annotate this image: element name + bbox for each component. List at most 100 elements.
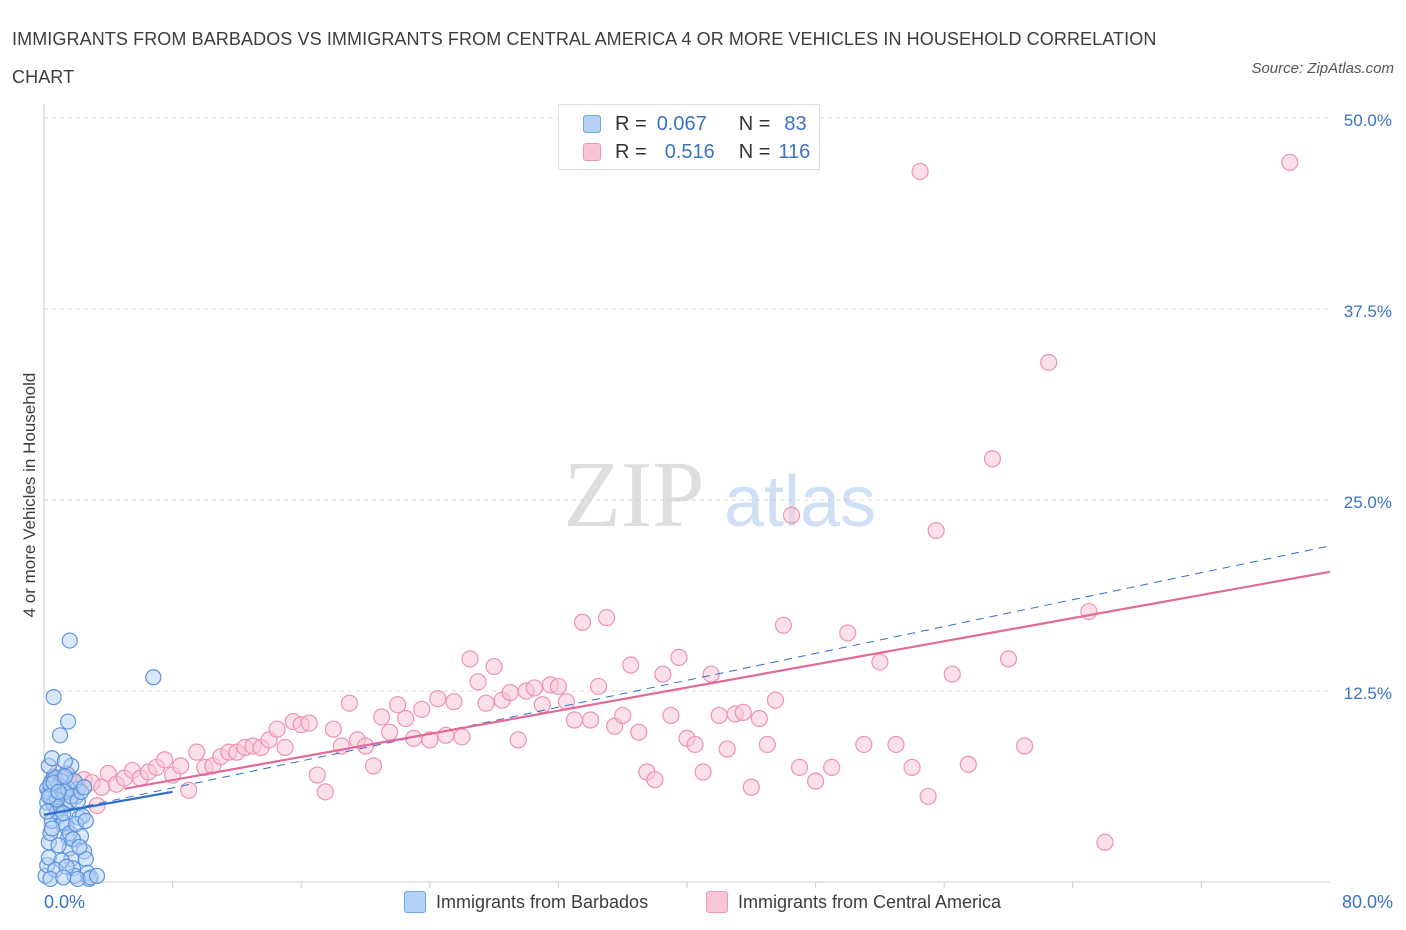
central-america-point xyxy=(485,657,503,676)
central-america-point xyxy=(429,690,447,708)
central-america-point xyxy=(855,735,873,754)
central-america-point xyxy=(413,700,431,718)
central-america-point xyxy=(614,706,632,725)
central-america-point xyxy=(646,771,664,789)
legend-barbados-label: Immigrants from Barbados xyxy=(436,891,649,912)
central-america-point xyxy=(300,714,318,732)
central-america-point xyxy=(823,758,841,777)
central-america-point xyxy=(340,694,359,712)
central-america-point xyxy=(919,787,937,806)
y-tick-label: 12.5% xyxy=(1344,684,1392,703)
central-america-point xyxy=(943,665,961,683)
central-america-point xyxy=(316,783,334,801)
tick-labels: 12.5% 25.0% 37.5% 50.0% 0.0% 80.0% xyxy=(44,111,1393,912)
central-america-point xyxy=(324,720,342,738)
central-america-point xyxy=(742,778,760,796)
y-tick-label: 37.5% xyxy=(1344,302,1392,321)
barbados-point xyxy=(55,869,72,886)
central-america-point xyxy=(630,723,648,741)
barbados-point xyxy=(39,803,56,820)
r-label: R = xyxy=(615,140,647,163)
barbados-point xyxy=(60,713,77,730)
central-america-point xyxy=(364,757,383,775)
central-america-point xyxy=(839,624,857,642)
central-america-point xyxy=(662,706,680,725)
r-value: 0.067 xyxy=(656,112,707,135)
central-america-point xyxy=(155,751,174,769)
r-label: R = xyxy=(615,112,647,135)
central-america-point xyxy=(308,766,326,784)
central-america-point xyxy=(180,781,198,799)
central-america-point xyxy=(871,653,889,671)
barbados-point xyxy=(45,689,62,706)
central-america-point xyxy=(276,738,294,757)
barbados-point xyxy=(77,812,94,829)
barbados-point xyxy=(56,768,73,785)
central-america-point xyxy=(525,679,543,697)
source-label: Source: ZipAtlas.com xyxy=(1251,60,1394,77)
central-america-point xyxy=(1281,153,1299,171)
central-america-trend-line xyxy=(124,570,1331,790)
central-america-point xyxy=(1040,353,1058,372)
central-america-point xyxy=(750,709,768,728)
barbados-point xyxy=(50,783,67,800)
central-america-point xyxy=(999,650,1018,668)
barbados-trend-line xyxy=(43,790,173,816)
barbados-point xyxy=(76,779,93,796)
x-tick-label: 80.0% xyxy=(1342,892,1393,912)
x-tick-label: 0.0% xyxy=(44,892,85,912)
stats-row-central-america: R = 0.516 N = 116 xyxy=(583,138,810,166)
central-america-point xyxy=(469,673,487,691)
y-tick-label: 25.0% xyxy=(1344,493,1392,512)
y-tick-label: 50.0% xyxy=(1344,111,1392,130)
watermark-atlas: atlas xyxy=(724,462,876,542)
stats-box: R = 0.067 N = 83 R = 0.516 N = 116 xyxy=(558,104,820,170)
legend-item-barbados[interactable]: Immigrants from Barbados xyxy=(404,890,648,914)
central-america-point xyxy=(774,616,793,634)
barbados-point xyxy=(71,838,88,855)
barbados-point xyxy=(61,632,78,649)
central-america-point xyxy=(477,694,495,712)
central-america-point xyxy=(670,648,688,666)
r-value: 0.516 xyxy=(664,140,715,163)
barbados-point xyxy=(88,867,106,884)
central-america-point xyxy=(911,162,929,181)
central-america-point xyxy=(268,720,286,738)
central-america-point xyxy=(983,450,1002,468)
central-america-point xyxy=(461,650,479,668)
central-america-point xyxy=(903,758,921,777)
trend-lines xyxy=(43,545,1331,816)
central-america-point xyxy=(622,656,640,674)
central-america-point xyxy=(509,731,527,749)
central-america-point xyxy=(654,665,672,683)
central-america-point xyxy=(589,677,608,696)
central-america-swatch xyxy=(583,143,601,161)
central-america-point xyxy=(372,708,391,726)
central-america-point xyxy=(581,711,600,729)
central-america-point xyxy=(710,706,728,725)
central-america-point xyxy=(598,609,616,627)
central-america-point xyxy=(501,683,519,702)
barbados-point xyxy=(51,727,69,744)
central-america-point xyxy=(686,735,704,754)
n-label: N = xyxy=(738,112,771,135)
central-america-point xyxy=(766,691,785,709)
central-america-point xyxy=(188,743,206,761)
legend-central-america-label: Immigrants from Central America xyxy=(738,891,1002,912)
central-america-point xyxy=(445,693,463,711)
central-america-point xyxy=(758,735,776,754)
legend-item-central-america[interactable]: Immigrants from Central America xyxy=(706,890,1001,914)
gridlines xyxy=(44,117,1330,692)
n-value: 116 xyxy=(778,140,811,163)
chart-title: IMMIGRANTS FROM BARBADOS VS IMMIGRANTS F… xyxy=(12,29,1157,87)
central-america-point xyxy=(397,709,415,728)
barbados-point xyxy=(56,753,73,770)
central-america-point xyxy=(927,521,945,540)
n-label: N = xyxy=(738,140,771,163)
central-america-point xyxy=(453,728,471,746)
watermark-zip: ZIP xyxy=(564,443,705,547)
central-america-point xyxy=(790,758,809,777)
central-america-point xyxy=(381,723,399,741)
central-america-point xyxy=(1096,833,1114,851)
